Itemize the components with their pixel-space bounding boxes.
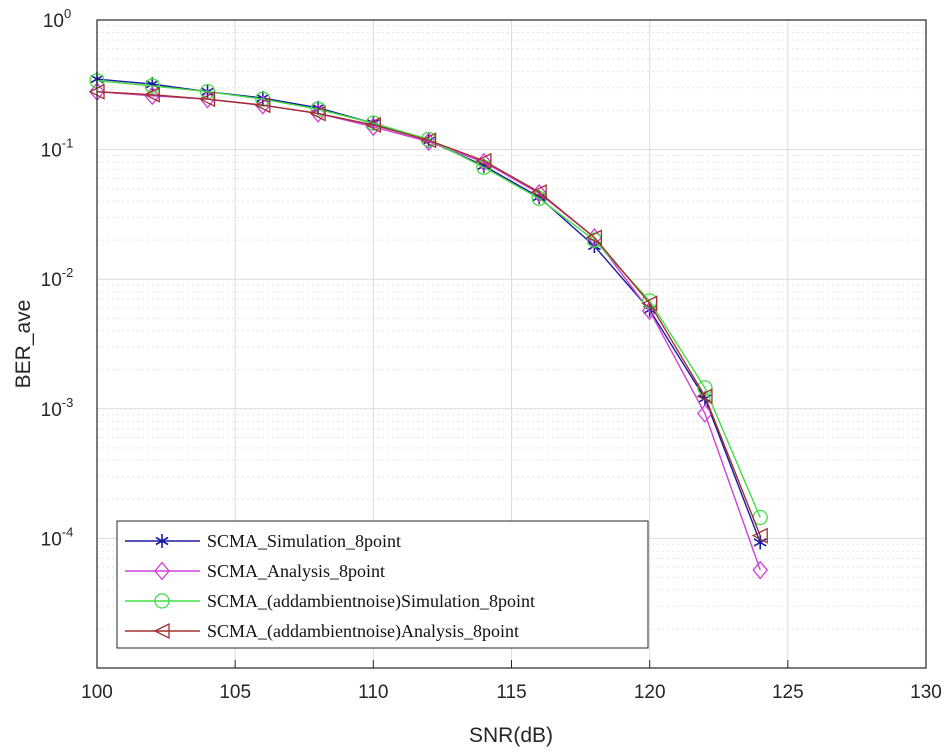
series-3 <box>88 83 768 544</box>
data-point <box>364 116 381 133</box>
x-axis-label: SNR(dB) <box>469 724 553 747</box>
legend-marker <box>153 622 170 640</box>
data-point <box>697 404 713 423</box>
y-tick-label: 10-2 <box>41 265 74 291</box>
legend-box <box>116 520 649 649</box>
data-point <box>254 97 271 114</box>
legend-marker <box>154 593 170 609</box>
data-point <box>641 295 658 312</box>
y-axis-label: BER_ave <box>12 300 35 389</box>
legend-label: SCMA_Analysis_8point <box>207 561 385 581</box>
y-tick-label: 10-4 <box>41 524 74 550</box>
x-tick-label: 125 <box>772 682 804 703</box>
y-tick-label: 10-3 <box>41 395 74 421</box>
y-tick-label: 10-1 <box>41 136 74 162</box>
data-point <box>144 78 160 94</box>
x-tick-label: 115 <box>496 682 526 703</box>
data-point <box>751 527 768 544</box>
legend-marker <box>154 561 170 581</box>
data-point <box>530 184 547 201</box>
x-tick-label: 130 <box>910 682 942 703</box>
series-line <box>96 80 761 518</box>
legend-label: SCMA_Simulation_8point <box>207 531 401 551</box>
data-point <box>753 535 767 550</box>
series-lines <box>88 72 769 580</box>
data-point <box>585 229 603 246</box>
series-line <box>96 78 761 543</box>
legend-marker <box>155 534 169 548</box>
legend-label: SCMA_(addambientnoise)Analysis_8point <box>207 621 519 642</box>
data-point <box>309 105 326 122</box>
legend-label: SCMA_(addambientnoise)Simulation_8point <box>207 591 535 612</box>
data-point <box>420 132 437 149</box>
x-tick-label: 120 <box>634 682 666 703</box>
y-tick-label: 100 <box>43 6 71 32</box>
data-point <box>752 560 769 580</box>
tick-labels: 100 105 110 115 120 125 130 100 10-1 10-2 10-3 10-4 <box>41 6 942 703</box>
x-tick-label: 105 <box>219 682 251 703</box>
data-point <box>475 152 492 169</box>
series-line <box>96 90 761 536</box>
data-point <box>254 95 271 115</box>
x-tick-label: 110 <box>358 682 388 703</box>
x-tick-label: 100 <box>81 682 113 703</box>
data-point <box>199 91 216 108</box>
data-point <box>696 388 713 405</box>
data-point <box>143 86 160 103</box>
legend: SCMA_Simulation_8point SCMA_Analysis_8poi… <box>116 520 649 649</box>
